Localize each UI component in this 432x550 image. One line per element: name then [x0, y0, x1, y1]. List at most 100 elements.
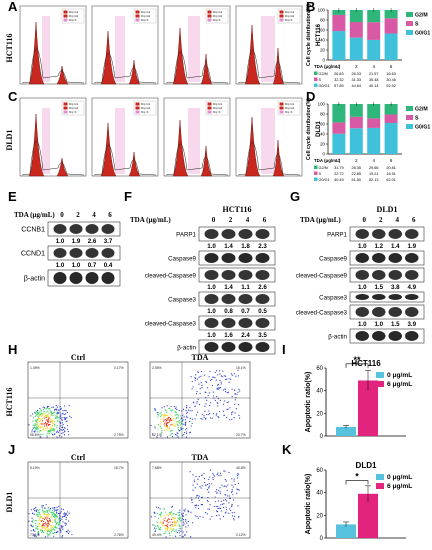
flow-dot [177, 416, 179, 418]
flow-dot [218, 370, 221, 372]
flow-dot [173, 405, 175, 408]
blot-quant: 3.5 [258, 332, 267, 339]
flow-dot [171, 506, 173, 508]
flow-dot [33, 533, 35, 535]
flow-dot [160, 435, 162, 437]
flow-dot [191, 388, 193, 390]
flow-dot [203, 416, 205, 418]
flow-dot [51, 521, 54, 524]
flow-dot [47, 517, 49, 519]
flow-dot [180, 428, 182, 430]
flow-dot [206, 399, 208, 401]
flow-dot [185, 412, 188, 414]
chart-ylabel: Cell cycle distribution(%) [306, 4, 312, 66]
flow-dot [208, 487, 210, 489]
flow-dot [31, 431, 33, 433]
flow-dot [220, 504, 222, 506]
blot-band [355, 270, 369, 280]
flow-dot [67, 430, 69, 433]
table-cell: 57.89 [334, 84, 344, 88]
flow-dot [38, 515, 40, 517]
flow-dot [67, 434, 70, 436]
blot-strip [349, 226, 425, 242]
flow-dot [165, 420, 168, 422]
flow-dot [200, 487, 202, 489]
flow-dot [54, 514, 56, 516]
flow-dot [197, 517, 199, 519]
flow-dot [41, 510, 44, 512]
flow-dot [183, 416, 185, 418]
flow-dot [57, 530, 59, 532]
flow-dot [161, 431, 163, 433]
flow-dot [222, 389, 224, 391]
table-dose-label: TDA (μg/mL) [314, 64, 341, 69]
flow-dot [192, 402, 195, 404]
flow-dot [161, 407, 163, 409]
flow-dot [219, 386, 222, 389]
flow-dot [45, 530, 47, 532]
flow-dot [34, 430, 36, 432]
flow-dot [65, 410, 67, 412]
blot-band [85, 248, 99, 258]
flow-quadrant-value: 15.1% [236, 366, 246, 370]
flow-dot [225, 509, 227, 511]
panel-letter-k: K [282, 442, 292, 457]
significance-bracket [345, 480, 369, 485]
flow-dot [174, 522, 176, 524]
flow-dot [159, 416, 162, 418]
flow-dot [44, 528, 47, 530]
flow-dot [54, 433, 56, 435]
flow-dot [53, 510, 55, 512]
flow-dot [171, 529, 174, 531]
histogram-legend-swatch [135, 102, 140, 106]
flow-dot [231, 490, 233, 493]
flow-dot [186, 411, 189, 413]
flow-dot [49, 507, 51, 510]
flow-dot [169, 419, 171, 421]
flow-dot [172, 516, 174, 519]
flow-dot [184, 431, 186, 434]
flow-dot [182, 515, 185, 517]
bar-segment [367, 39, 381, 60]
flow-dot [44, 522, 47, 524]
flow-dot [163, 424, 165, 426]
table-dose: 4 [372, 158, 375, 163]
flow-dot [39, 508, 41, 511]
flow-dot [32, 508, 35, 510]
blot-dose-label: TDA (μg/mL) [130, 216, 171, 224]
histogram-legend-label: Dip G2 [69, 14, 79, 18]
flow-dot [55, 532, 57, 534]
flow-dot [30, 530, 32, 532]
panel-e-blot: TDA (μg/mL) 0 2 4 6 CCNB1 1.0 1.9 2.6 3.7 CCND1 1.0… [14, 211, 121, 287]
flow-dot [182, 423, 184, 425]
y-tick-label: 0 [320, 536, 324, 542]
flow-dot [42, 413, 44, 415]
blot-band [405, 253, 419, 263]
flow-dot [49, 410, 51, 412]
flow-dot [181, 434, 183, 436]
panel-letter-a: A [8, 0, 18, 14]
blot-strip [349, 328, 425, 344]
flow-title: TDA [192, 353, 209, 362]
flow-dot [206, 413, 208, 416]
flow-dot [223, 375, 225, 377]
flow-dot [42, 429, 44, 431]
bar-segment [349, 10, 363, 23]
flow-dot [170, 405, 172, 407]
flow-dot [157, 414, 160, 416]
flow-dot [50, 414, 52, 416]
flow-dot [194, 405, 196, 407]
flow-dot [216, 384, 219, 386]
flow-dot [36, 422, 38, 424]
flow-dot [215, 491, 217, 493]
histogram-legend-label: Dip S [213, 18, 220, 22]
table-cell: 51.50 [352, 178, 362, 182]
flow-dot [34, 507, 36, 510]
flow-dot [42, 523, 45, 525]
flow-dot [57, 431, 59, 434]
flow-dot [208, 508, 211, 510]
flow-dot [49, 519, 51, 521]
flow-dot [201, 413, 204, 415]
histogram-frame [235, 97, 303, 177]
flow-dot [64, 417, 66, 419]
